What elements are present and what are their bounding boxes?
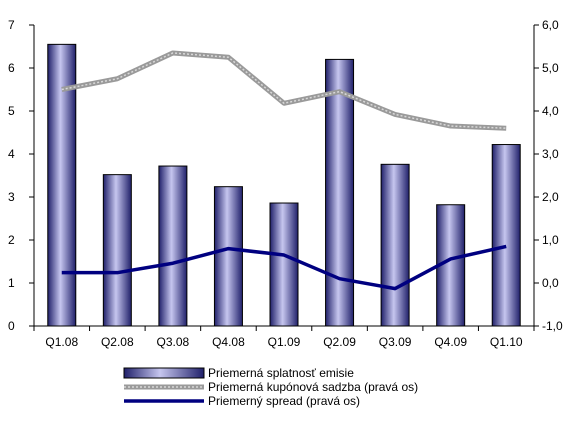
spread-line xyxy=(61,244,507,291)
right-tick-label: 0,0 xyxy=(542,276,559,290)
x-tick-label: Q4.08 xyxy=(212,335,245,349)
coupon-rate-line xyxy=(61,50,507,131)
bar xyxy=(269,202,299,327)
right-tick-label: 6,0 xyxy=(542,18,559,32)
legend-label-coupon: Priemerná kupónová sadzba (pravá os) xyxy=(208,380,418,394)
legend-swatch-bar xyxy=(123,367,205,379)
bar xyxy=(491,144,521,327)
left-tick-label: 0 xyxy=(8,319,15,333)
x-tick-label: Q2.09 xyxy=(323,335,356,349)
left-tick-label: 7 xyxy=(8,18,15,32)
x-tick-label: Q2.08 xyxy=(101,335,134,349)
right-tick-label: 3,0 xyxy=(542,147,559,161)
right-tick-label: -1,0 xyxy=(542,319,563,333)
x-tick-label: Q1.09 xyxy=(268,335,301,349)
coupon-rate-line-highlight xyxy=(61,52,507,129)
plot-area: 0 1 2 3 4 5 6 7 -1,0 0,0 1,0 2,0 3,0 4,0 5,0 6,0 Q1.08 Q2… xyxy=(8,18,563,349)
left-tick-label: 1 xyxy=(8,276,15,290)
left-tick-label: 5 xyxy=(8,104,15,118)
bar xyxy=(47,43,77,327)
right-tick-label: 1,0 xyxy=(542,233,559,247)
left-tick-label: 2 xyxy=(8,233,15,247)
bar xyxy=(102,174,132,327)
x-tick-label: Q4.09 xyxy=(434,335,467,349)
bar xyxy=(325,58,355,327)
left-tick-label: 3 xyxy=(8,190,15,204)
right-tick-label: 2,0 xyxy=(542,190,559,204)
x-tick-label: Q3.09 xyxy=(379,335,412,349)
bar xyxy=(213,186,243,327)
right-tick-label: 4,0 xyxy=(542,104,559,118)
legend-label-spread: Priemerný spread (pravá os) xyxy=(208,394,360,408)
x-tick-label: Q1.10 xyxy=(490,335,523,349)
legend-label-bar: Priemerná splatnosť emisie xyxy=(208,366,354,380)
right-tick-label: 5,0 xyxy=(542,61,559,75)
x-tick-label: Q1.08 xyxy=(45,335,78,349)
left-tick-label: 4 xyxy=(8,147,15,161)
bar xyxy=(158,165,188,327)
x-tick-label: Q3.08 xyxy=(157,335,190,349)
bar xyxy=(380,163,410,327)
left-tick-label: 6 xyxy=(8,61,15,75)
